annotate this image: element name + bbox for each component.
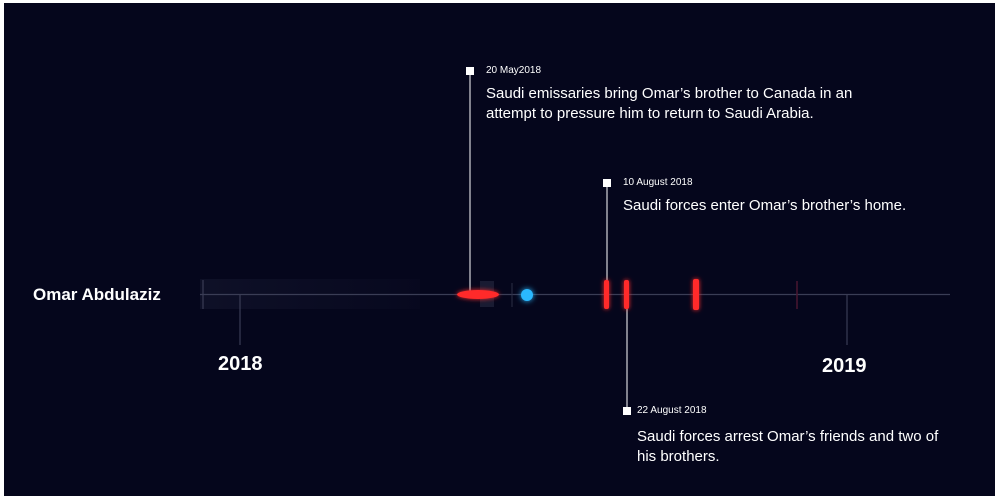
timeline-graphic (200, 67, 950, 415)
event-date-3: 22 August 2018 (637, 405, 707, 416)
event-description-2: Saudi forces enter Omar’s brother’s home… (623, 197, 907, 214)
event-marker-may (457, 290, 499, 299)
event-connector-1-cap (466, 67, 474, 75)
event-date-2: 10 August 2018 (623, 177, 693, 188)
current-position-marker (521, 289, 533, 301)
event-description-1: Saudi emissaries bring Omar’s brother to… (486, 85, 853, 122)
timeline-panel: Omar Abdulaziz 2018 2019 20 May2018 Saud… (4, 3, 995, 496)
year-label-2019: 2019 (822, 355, 867, 377)
event-description-3: Saudi forces arrest Omar’s friends and t… (637, 428, 939, 465)
timeline-subject-label: Omar Abdulaziz (33, 285, 161, 304)
year-label-2018: 2018 (218, 353, 263, 375)
event-marker-later (693, 279, 699, 310)
event-date-1: 20 May2018 (486, 65, 542, 76)
event-connector-3-cap (623, 407, 631, 415)
event-connector-2-cap (603, 179, 611, 187)
event-marker-aug10 (604, 280, 609, 309)
event-marker-aug22 (624, 280, 629, 309)
event-markers (457, 279, 699, 310)
